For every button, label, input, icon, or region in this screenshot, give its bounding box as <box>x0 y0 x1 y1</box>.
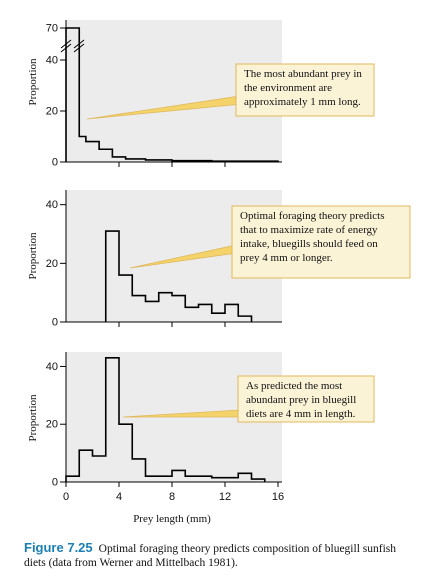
callout-text-line: the environment are <box>244 82 332 94</box>
figure-caption: Figure 7.25 Optimal foraging theory predi… <box>24 541 416 570</box>
callout-text-line: approximately 1 mm long. <box>244 96 361 108</box>
callout-text-line: The most abundant prey in <box>244 68 362 80</box>
y-tick-label: 0 <box>52 317 58 329</box>
callout-text: Optimal foraging theory predicts that to … <box>240 210 385 264</box>
y-tick-label: 40 <box>46 361 58 373</box>
callout-text-line: As predicted the most <box>246 380 342 392</box>
y-tick-label: 0 <box>52 157 58 169</box>
y-tick-label: 40 <box>46 55 58 67</box>
figure-number: Figure 7.25 <box>24 540 93 555</box>
x-tick-label: 0 <box>63 491 69 503</box>
callout-box <box>237 375 375 423</box>
x-tick-label: 12 <box>219 491 231 503</box>
histogram-step-line <box>104 230 253 322</box>
callout-box <box>235 63 375 117</box>
histogram-step-line <box>65 27 279 163</box>
y-axis-label: Proportion <box>27 58 39 106</box>
y-tick-label: 40 <box>46 199 58 211</box>
figure-caption-text: Optimal foraging theory predicts composi… <box>24 543 396 569</box>
y-tick-label: 0 <box>52 477 58 489</box>
panel-middle: 0 20 40 Proportion Optimal foraging theory p… <box>27 190 411 329</box>
y-tick-label: 70 <box>46 23 58 35</box>
callout-text-line: diets are 4 mm in length. <box>246 408 356 420</box>
callout-text-line: that to maximize rate of energy <box>240 224 378 236</box>
callout-box <box>231 205 411 279</box>
y-axis-label: Proportion <box>27 394 39 442</box>
histogram-step-line <box>65 356 266 482</box>
x-tick-label: 4 <box>116 491 122 503</box>
callout-text-line: abundant prey in bluegill <box>246 394 356 406</box>
callout-text-line: Optimal foraging theory predicts <box>240 210 385 222</box>
y-tick-label: 20 <box>46 106 58 118</box>
x-tick-label: 8 <box>169 491 175 503</box>
panel-top: 0 20 40 70 Proportion The most abundant prey … <box>27 20 375 169</box>
y-tick-label: 20 <box>46 258 58 270</box>
callout-text-line: prey 4 mm or longer. <box>240 252 333 264</box>
y-tick-label: 20 <box>46 419 58 431</box>
callout-text: The most abundant prey in the environment… <box>244 68 362 108</box>
x-axis-label: Prey length (mm) <box>133 513 211 525</box>
callout-text: As predicted the most abundant prey in bl… <box>246 380 356 420</box>
panel-bottom: 0 20 40 Proportion 0 4 8 12 16 Prey length (mm) As… <box>27 352 375 525</box>
x-tick-label: 16 <box>272 491 284 503</box>
callout-text-line: intake, bluegills should feed on <box>240 238 378 250</box>
y-axis-label: Proportion <box>27 232 39 280</box>
